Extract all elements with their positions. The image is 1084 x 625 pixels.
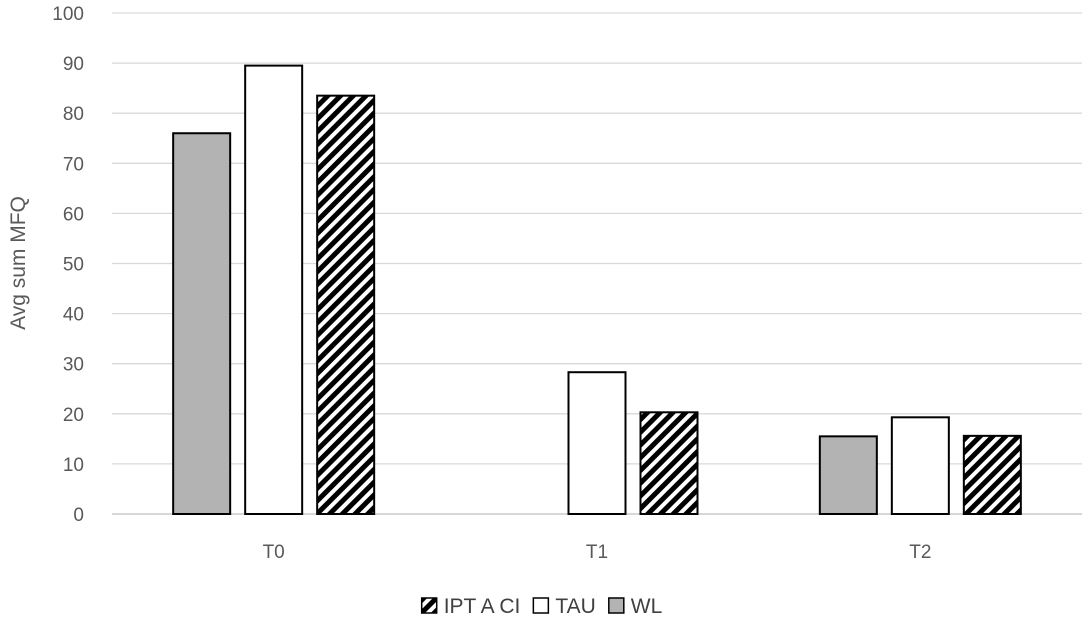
y-tick-label: 50 xyxy=(63,255,84,276)
legend-swatch-ipt-a-ci xyxy=(420,597,438,614)
bar-ipt-a-ci-t2 xyxy=(962,434,1022,515)
bar-wl-t0 xyxy=(172,132,232,516)
bar-tau-t0 xyxy=(244,64,304,515)
y-tick-label: 20 xyxy=(63,405,84,426)
y-axis-ticks: 0 10 20 30 40 50 60 70 80 90 100 xyxy=(52,4,84,526)
legend-swatch-tau xyxy=(532,597,550,614)
x-tick-label: T2 xyxy=(909,542,931,563)
x-axis-ticks: T0 T1 T2 xyxy=(263,542,932,563)
y-axis-title: Avg sum MFQ xyxy=(7,196,30,330)
legend-label: WL xyxy=(631,595,663,618)
y-tick-label: 100 xyxy=(52,4,84,25)
bar-tau-t1 xyxy=(567,371,627,516)
bar-ipt-a-ci-t1 xyxy=(639,411,699,515)
y-tick-label: 0 xyxy=(73,505,84,526)
bar-wl-t2 xyxy=(818,435,878,515)
bar-tau-t2 xyxy=(890,416,950,516)
y-tick-label: 40 xyxy=(63,305,84,326)
y-tick-label: 30 xyxy=(63,355,84,376)
y-tick-label: 70 xyxy=(63,154,84,175)
x-tick-label: T1 xyxy=(586,542,608,563)
legend-label: IPT A CI xyxy=(444,595,521,618)
y-tick-label: 60 xyxy=(63,204,84,225)
y-tick-label: 80 xyxy=(63,104,84,125)
y-tick-label: 90 xyxy=(63,54,84,75)
x-tick-label: T0 xyxy=(263,542,285,563)
legend: IPT A CI TAU WL xyxy=(420,595,663,618)
bars xyxy=(172,64,1022,516)
legend-swatch-wl xyxy=(608,597,625,614)
bar-ipt-a-ci-t0 xyxy=(316,94,376,515)
legend-label: TAU xyxy=(555,595,595,618)
y-tick-label: 10 xyxy=(63,455,84,476)
